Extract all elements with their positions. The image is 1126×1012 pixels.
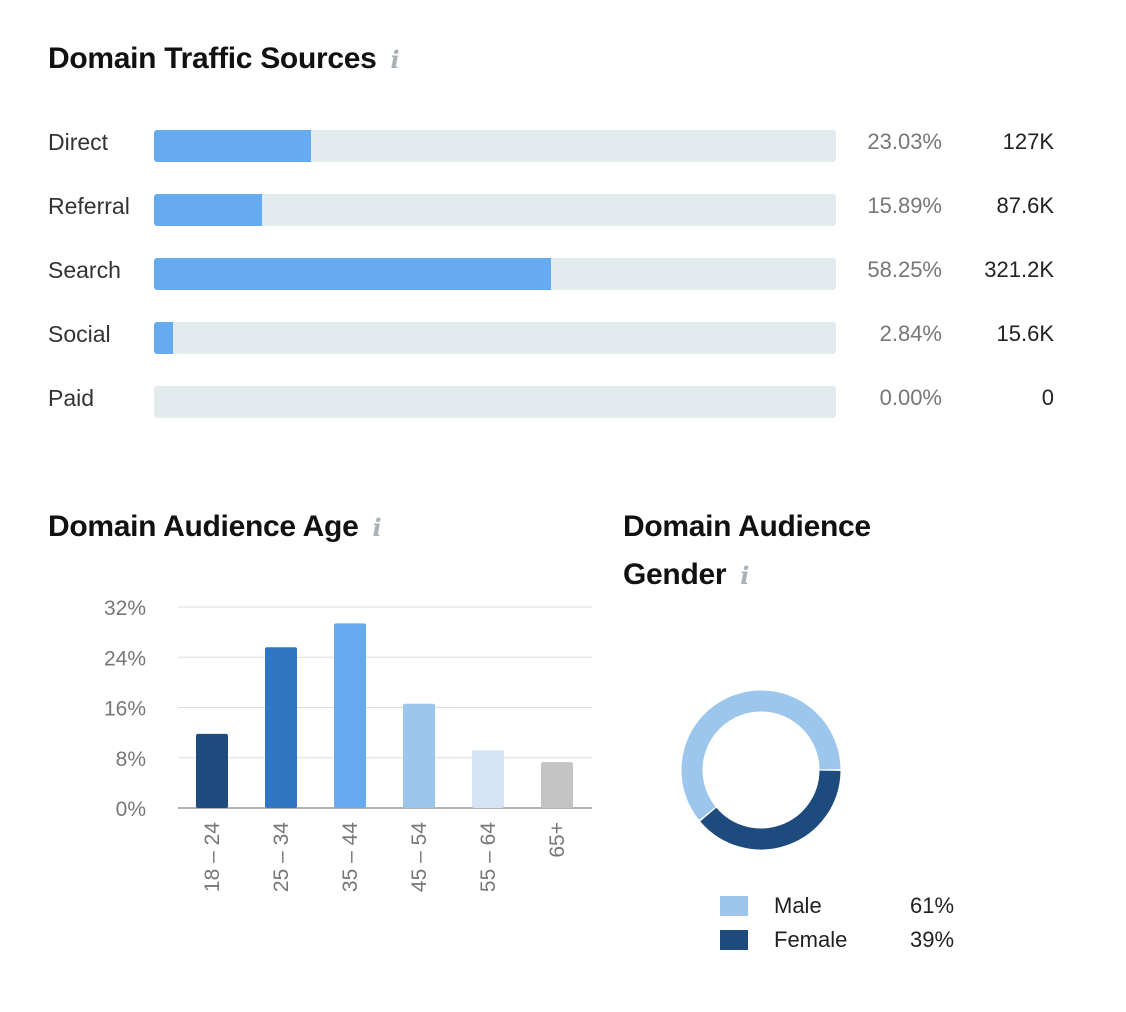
traffic-source-bar-track	[154, 322, 836, 354]
audience-age-title-text: Domain Audience Age	[48, 510, 359, 543]
age-bar[interactable]	[541, 762, 573, 808]
traffic-source-bar	[154, 130, 312, 162]
legend-percent: 61%	[910, 893, 955, 918]
y-tick-label: 24%	[104, 647, 146, 670]
traffic-source-label: Direct	[48, 129, 109, 155]
traffic-source-bar	[154, 322, 174, 354]
traffic-source-label: Paid	[48, 385, 95, 411]
audience-gender-title-line1: Domain Audience	[623, 510, 871, 543]
traffic-source-bar	[154, 194, 263, 226]
traffic-sources-title-text: Domain Traffic Sources	[48, 42, 377, 75]
y-tick-label: 32%	[104, 597, 146, 620]
legend-item: Female 39%	[720, 928, 980, 956]
traffic-source-bar-track	[154, 194, 836, 226]
audience-gender-title: Domain Audience Gender i	[623, 503, 871, 600]
info-icon[interactable]: i	[390, 45, 400, 74]
info-icon[interactable]: i	[740, 561, 750, 590]
traffic-source-value: 321.2K	[984, 257, 1054, 282]
x-tick-label: 25 – 34	[270, 822, 293, 892]
x-tick-label: 45 – 54	[408, 822, 431, 892]
traffic-source-row: Social 2.84% 15.6K	[48, 320, 1058, 354]
traffic-sources-title: Domain Traffic Sources i	[48, 35, 400, 84]
age-bar[interactable]	[472, 750, 504, 808]
y-tick-label: 8%	[116, 748, 146, 771]
legend-label: Female	[774, 927, 848, 952]
traffic-source-percent: 58.25%	[867, 257, 942, 282]
info-icon[interactable]: i	[372, 513, 382, 542]
donut-segment-male[interactable]	[681, 690, 841, 821]
audience-age-title: Domain Audience Age i	[48, 503, 382, 552]
traffic-source-row: Direct 23.03% 127K	[48, 128, 1058, 162]
traffic-source-percent: 23.03%	[867, 129, 942, 154]
legend-swatch	[720, 896, 748, 916]
audience-gender-donut	[681, 690, 841, 850]
age-bar[interactable]	[196, 733, 228, 808]
age-bar[interactable]	[265, 647, 297, 808]
donut-segment-female[interactable]	[700, 770, 841, 850]
traffic-source-percent: 2.84%	[879, 321, 942, 346]
traffic-source-bar-track	[154, 258, 836, 290]
legend-percent: 39%	[910, 927, 955, 952]
legend-item: Male 61%	[720, 894, 980, 922]
traffic-source-label: Referral	[48, 193, 130, 219]
traffic-source-bar-track	[154, 130, 836, 162]
x-tick-label: 65+	[546, 822, 569, 858]
x-tick-label: 55 – 64	[477, 822, 500, 892]
traffic-source-percent: 15.89%	[867, 193, 942, 218]
y-tick-label: 16%	[104, 698, 146, 721]
traffic-source-row: Paid 0.00% 0	[48, 384, 1058, 418]
age-bar[interactable]	[334, 623, 366, 808]
legend-label: Male	[774, 893, 822, 918]
legend-swatch	[720, 930, 748, 950]
traffic-source-bar-track	[154, 386, 836, 418]
traffic-source-label: Search	[48, 257, 121, 283]
audience-gender-title-line2: Gender	[623, 558, 727, 591]
traffic-source-value: 127K	[1002, 129, 1054, 154]
age-bar[interactable]	[403, 703, 435, 808]
traffic-source-bar	[154, 258, 552, 290]
x-tick-label: 18 – 24	[201, 822, 224, 892]
traffic-source-value: 87.6K	[996, 193, 1055, 218]
traffic-source-value: 0	[1041, 385, 1054, 410]
y-tick-label: 0%	[116, 798, 146, 821]
traffic-source-label: Social	[48, 321, 111, 347]
traffic-source-row: Search 58.25% 321.2K	[48, 256, 1058, 290]
audience-age-chart: 0% 8% 16% 24% 32% 18 – 24 25 – 34 35 – 44 45 – 5…	[104, 597, 592, 892]
x-tick-label: 35 – 44	[339, 822, 362, 892]
traffic-source-percent: 0.00%	[879, 385, 942, 410]
traffic-source-row: Referral 15.89% 87.6K	[48, 192, 1058, 226]
traffic-source-value: 15.6K	[996, 321, 1055, 346]
